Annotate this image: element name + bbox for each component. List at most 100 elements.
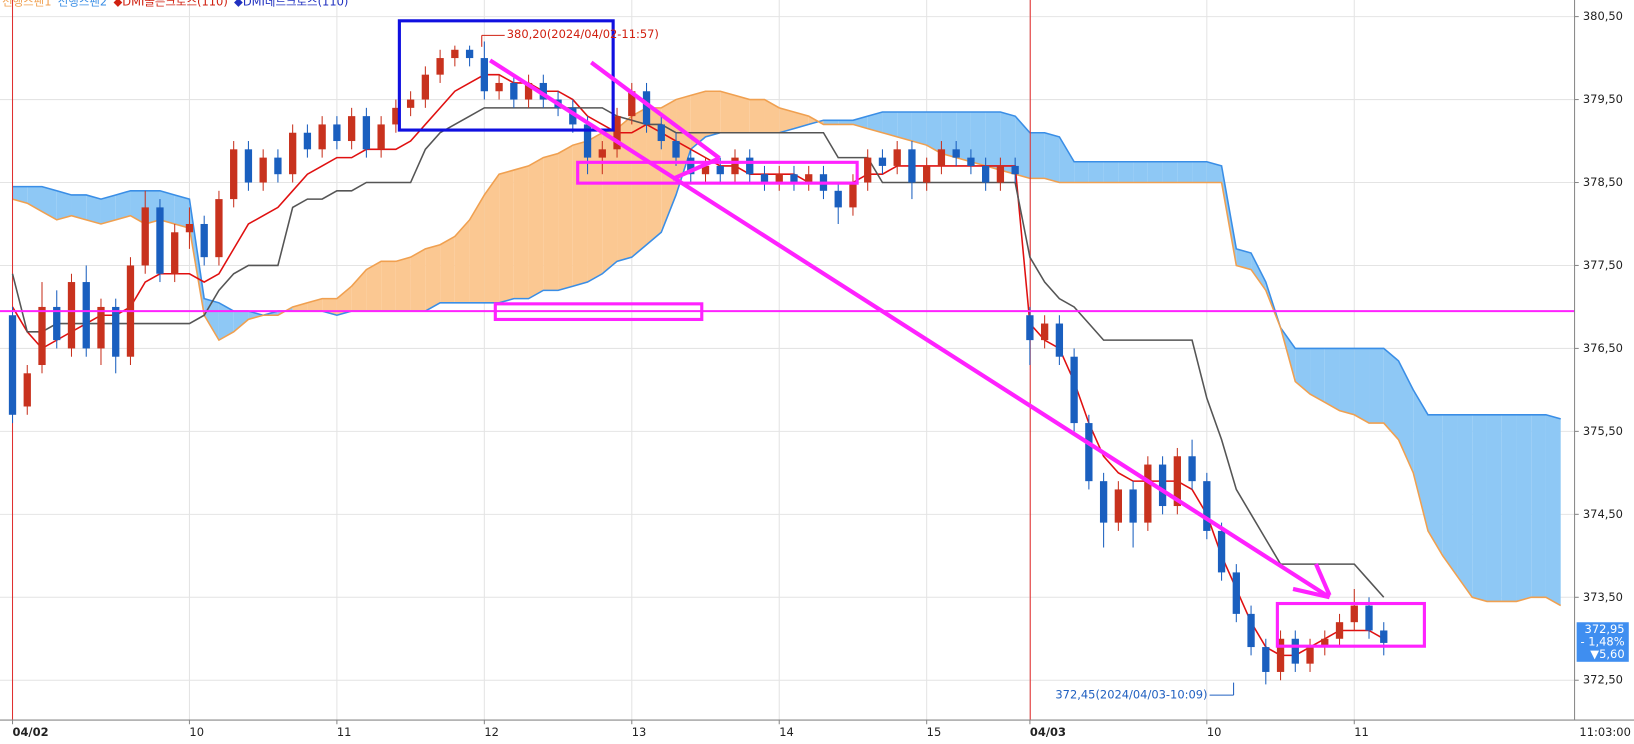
candle-body bbox=[996, 165, 1005, 183]
cloud-fill bbox=[233, 311, 249, 332]
cloud-fill bbox=[1162, 161, 1178, 183]
candle-body bbox=[82, 282, 90, 349]
cloud-fill bbox=[926, 111, 942, 154]
cloud-fill bbox=[292, 302, 308, 312]
y-tick-label: 377,50 bbox=[1583, 258, 1623, 272]
cloud-fill bbox=[1545, 414, 1561, 606]
candle-body bbox=[613, 116, 621, 150]
candle-body bbox=[215, 199, 223, 258]
cloud-fill bbox=[248, 311, 264, 320]
candle-body bbox=[1040, 323, 1049, 341]
candle-body bbox=[112, 306, 120, 357]
cloud-fill bbox=[1029, 132, 1045, 179]
candle-body bbox=[274, 157, 282, 175]
cloud-fill bbox=[1531, 414, 1546, 598]
cloud-fill bbox=[1192, 161, 1207, 183]
price-tag-text: - 1,48% bbox=[1580, 635, 1624, 649]
cloud-fill bbox=[1251, 253, 1266, 291]
cloud-fill bbox=[1324, 348, 1340, 411]
cloud-fill bbox=[440, 236, 455, 303]
candle-body bbox=[436, 58, 444, 75]
candle-body bbox=[141, 207, 149, 266]
candle-body bbox=[1011, 165, 1019, 175]
drawn-box bbox=[493, 302, 704, 322]
drawn-arrow bbox=[589, 60, 721, 160]
candle-body bbox=[569, 107, 577, 125]
annotation: 372,45(2024/04/03-10:09) bbox=[1055, 688, 1207, 702]
drawn-arrow bbox=[1292, 586, 1330, 600]
candle-body bbox=[23, 373, 31, 407]
candle-body bbox=[1232, 572, 1240, 614]
cloud-fill bbox=[1118, 161, 1134, 183]
candle-body bbox=[185, 223, 194, 233]
cloud-fill bbox=[1236, 248, 1252, 270]
cloud-fill bbox=[1501, 414, 1517, 602]
x-tick-label: 11 bbox=[337, 725, 352, 739]
cloud-fill bbox=[705, 91, 721, 137]
candle-body bbox=[524, 82, 533, 100]
candle-body bbox=[1070, 356, 1078, 424]
candle-body bbox=[1276, 638, 1285, 672]
candle-body bbox=[8, 315, 17, 415]
price-tag-text: ▼5,60 bbox=[1590, 647, 1624, 661]
cloud-fill bbox=[1442, 414, 1458, 577]
cloud-fill bbox=[1088, 161, 1104, 183]
cloud-fill bbox=[1516, 414, 1532, 602]
cloud-fill bbox=[469, 194, 485, 303]
y-tick-label: 374,50 bbox=[1583, 507, 1623, 521]
candle-body bbox=[510, 82, 518, 100]
drawn-box bbox=[1275, 601, 1426, 648]
candle-body bbox=[200, 223, 208, 258]
candle-body bbox=[908, 149, 916, 183]
cloud-fill bbox=[1295, 348, 1311, 395]
cloud-fill bbox=[602, 128, 618, 274]
candle-body bbox=[406, 99, 415, 108]
candle-body bbox=[333, 124, 341, 142]
cloud-fill bbox=[956, 111, 971, 162]
cloud-fill bbox=[867, 111, 883, 133]
candle-body bbox=[701, 165, 710, 175]
drawn-box bbox=[576, 160, 859, 185]
candle-body bbox=[451, 49, 459, 59]
x-tick-label: 11 bbox=[1354, 725, 1369, 739]
candle-body bbox=[893, 149, 901, 166]
candle-body bbox=[731, 157, 739, 175]
drawn-box bbox=[397, 19, 615, 132]
cloud-fill bbox=[779, 107, 794, 133]
candle-body bbox=[583, 124, 592, 158]
cloud-fill bbox=[1354, 348, 1370, 424]
candle-body bbox=[864, 157, 872, 183]
cloud-fill bbox=[985, 111, 1001, 171]
leading-span-2 bbox=[12, 90, 1562, 607]
cloud-fill bbox=[395, 257, 411, 312]
cloud-fill bbox=[749, 99, 765, 133]
candle-body bbox=[628, 91, 636, 117]
cloud-fill bbox=[970, 111, 986, 166]
cloud-fill bbox=[513, 165, 529, 299]
candle-body bbox=[377, 124, 385, 150]
y-tick-label: 375,50 bbox=[1583, 424, 1623, 438]
price-tag-text: 372,95 bbox=[1585, 622, 1625, 636]
cloud-fill bbox=[71, 194, 87, 220]
cloud-fill bbox=[12, 186, 28, 204]
x-tick-label: 10 bbox=[189, 725, 204, 739]
cloud-fill bbox=[911, 111, 927, 146]
cloud-fill bbox=[882, 111, 898, 137]
cloud-fill bbox=[838, 120, 853, 125]
candle-body bbox=[1129, 489, 1137, 523]
cloud-fill bbox=[130, 190, 146, 224]
cloud-fill bbox=[1413, 389, 1428, 531]
drawn-arrow bbox=[671, 156, 721, 181]
cloud-fill bbox=[1059, 136, 1075, 183]
candle-body bbox=[1173, 456, 1181, 507]
y-tick-label: 378,50 bbox=[1583, 175, 1623, 189]
cloud-fill bbox=[381, 261, 396, 312]
cloud-fill bbox=[56, 190, 72, 220]
cloud-fill bbox=[1457, 414, 1473, 598]
drawn-arrow bbox=[1314, 563, 1332, 597]
cloud-fill bbox=[1015, 116, 1030, 179]
cloud-fill bbox=[351, 269, 367, 312]
cloud-fill bbox=[174, 194, 190, 229]
cloud-fill bbox=[1147, 161, 1163, 183]
